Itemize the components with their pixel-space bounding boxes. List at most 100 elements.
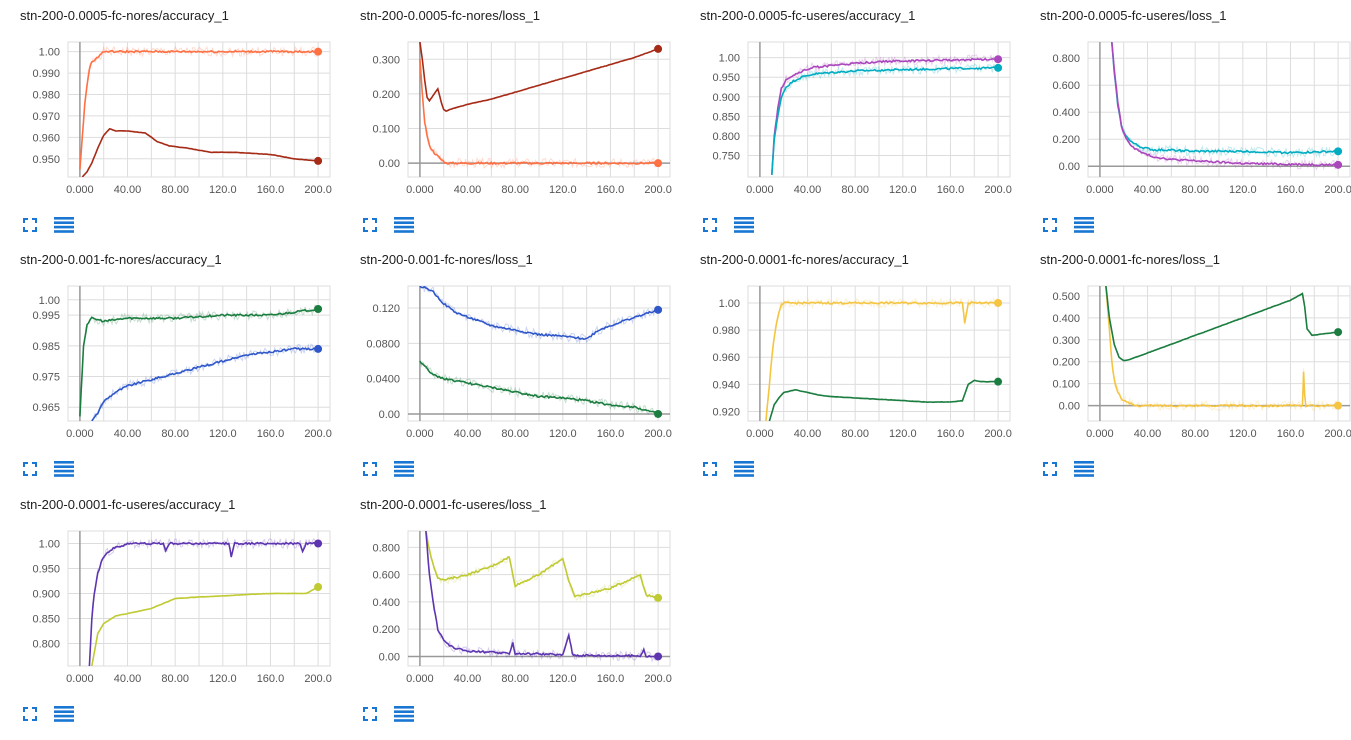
series-end-point — [654, 593, 663, 602]
fullscreen-button[interactable] — [700, 461, 720, 480]
series-line — [79, 308, 319, 417]
line-chart[interactable]: 0.920 0.940 0.960 0.980 1.00 0.000 40.00 80.00 1… — [700, 274, 1020, 449]
x-tick-label: 80.00 — [161, 428, 189, 440]
y-tick-label: 0.900 — [32, 589, 60, 601]
x-tick-label: 160.0 — [597, 184, 625, 196]
plot-frame — [67, 530, 331, 667]
series-raw-line — [91, 586, 319, 666]
x-tick-label: 80.00 — [841, 428, 869, 440]
fullscreen-button[interactable] — [700, 217, 720, 237]
x-tick-label: 80.00 — [1181, 428, 1209, 440]
line-chart[interactable]: 0.00 0.100 0.200 0.300 0.400 0.500 0.000 40.00 8… — [1040, 274, 1351, 449]
series-end-point — [654, 159, 663, 168]
x-tick-label: 160.0 — [597, 428, 625, 440]
series-raw-line — [425, 531, 659, 663]
x-tick-label: 80.00 — [501, 428, 529, 440]
series-group — [1105, 286, 1339, 412]
fullscreen-button[interactable] — [1040, 461, 1060, 480]
series-end-point — [994, 63, 1003, 72]
x-tick-label: 120.0 — [889, 184, 917, 196]
fullscreen-icon — [23, 706, 37, 726]
y-tick-label: 0.300 — [372, 54, 400, 66]
show-data-button[interactable] — [54, 705, 74, 725]
y-tick-label: 0.0400 — [366, 374, 400, 386]
line-chart[interactable]: 0.800 0.850 0.900 0.950 1.00 0.000 40.00 80.00 1… — [20, 519, 340, 694]
show-data-button[interactable] — [54, 216, 74, 236]
x-tick-label: 160.0 — [257, 428, 285, 440]
x-tick-label: 40.00 — [114, 184, 142, 196]
show-data-button[interactable] — [394, 460, 414, 480]
line-chart[interactable]: 0.950 0.960 0.970 0.980 0.990 1.00 0.000 40.00 8… — [20, 30, 340, 205]
y-tick-label: 0.00 — [1059, 401, 1080, 413]
x-tick-label: 200.0 — [1324, 428, 1351, 440]
x-tick-label: 0.000 — [406, 673, 434, 685]
chart-card: stn-200-0.0005-fc-useres/accuracy_1 0.750… — [700, 8, 1020, 243]
fullscreen-button[interactable] — [360, 706, 380, 725]
chart-card: stn-200-0.0001-fc-useres/loss_1 0.00 0.200… — [360, 497, 680, 732]
x-tick-label: 0.000 — [66, 184, 94, 196]
show-data-button[interactable] — [54, 460, 74, 480]
x-tick-label: 120.0 — [1229, 428, 1257, 440]
series-line — [765, 300, 999, 421]
y-tick-label: 0.200 — [372, 624, 400, 636]
line-chart[interactable]: 0.00 0.200 0.400 0.600 0.800 0.000 40.00 80.00 1… — [1040, 30, 1351, 205]
series-end-point — [1334, 160, 1343, 169]
line-chart[interactable]: 0.00 0.100 0.200 0.300 0.000 40.00 80.00 120.0 1… — [360, 30, 680, 205]
fullscreen-button[interactable] — [20, 706, 40, 726]
chart-card: stn-200-0.0005-fc-nores/accuracy_1 0.950 0… — [20, 8, 340, 243]
series-line — [1105, 286, 1339, 362]
y-tick-label: 0.960 — [712, 352, 740, 364]
fullscreen-button[interactable] — [20, 461, 40, 480]
x-tick-label: 40.00 — [794, 428, 822, 440]
line-chart[interactable]: 0.750 0.800 0.850 0.900 0.950 1.00 0.000 40.00 8… — [700, 30, 1020, 205]
fullscreen-button[interactable] — [360, 461, 380, 480]
line-chart[interactable]: 0.00 0.0400 0.0800 0.120 0.000 40.00 80.00 120.… — [360, 274, 680, 449]
chart-card: stn-200-0.0005-fc-useres/loss_1 0.00 0.200… — [1040, 8, 1351, 243]
series-end-point — [314, 305, 323, 314]
show-data-button[interactable] — [394, 216, 414, 236]
y-tick-label: 0.800 — [1052, 53, 1080, 65]
x-tick-label: 40.00 — [114, 428, 142, 440]
series-line — [768, 379, 999, 421]
fullscreen-icon — [1043, 217, 1057, 237]
series-line — [425, 531, 659, 658]
y-tick-label: 0.980 — [32, 90, 60, 102]
line-chart[interactable]: 0.00 0.200 0.400 0.600 0.800 0.000 40.00 80.00 1… — [360, 519, 680, 694]
x-tick-label: 80.00 — [161, 673, 189, 685]
series-raw-line — [771, 54, 999, 176]
fullscreen-button[interactable] — [20, 217, 40, 236]
x-tick-label: 200.0 — [984, 428, 1012, 440]
series-group — [419, 286, 659, 419]
series-raw-line — [91, 343, 319, 421]
x-tick-label: 120.0 — [209, 428, 237, 440]
fullscreen-button[interactable] — [360, 217, 380, 237]
y-tick-label: 0.200 — [372, 89, 400, 101]
series-end-point — [314, 156, 323, 165]
y-tick-label: 0.00 — [379, 651, 400, 663]
series-end-point — [314, 583, 323, 591]
x-tick-label: 40.00 — [1134, 184, 1162, 196]
y-tick-label: 0.950 — [712, 72, 740, 84]
series-line — [88, 541, 319, 666]
table-icon — [734, 216, 754, 238]
chart-title: stn-200-0.001-fc-nores/loss_1 — [360, 252, 533, 267]
show-data-button[interactable] — [1074, 216, 1094, 236]
x-tick-label: 200.0 — [304, 428, 332, 440]
show-data-button[interactable] — [734, 216, 754, 238]
y-tick-label: 0.970 — [32, 111, 60, 123]
table-icon — [1074, 460, 1094, 482]
show-data-button[interactable] — [394, 705, 414, 725]
x-tick-label: 160.0 — [937, 428, 965, 440]
fullscreen-icon — [363, 217, 377, 237]
show-data-button[interactable] — [734, 460, 754, 480]
show-data-button[interactable] — [1074, 460, 1094, 482]
x-tick-label: 40.00 — [454, 428, 482, 440]
fullscreen-icon — [703, 217, 717, 237]
fullscreen-button[interactable] — [1040, 217, 1060, 237]
line-chart[interactable]: 0.965 0.975 0.985 0.995 1.00 0.000 40.00 80.00 1… — [20, 274, 340, 449]
series-group — [88, 537, 319, 666]
x-tick-label: 0.000 — [66, 673, 94, 685]
y-tick-label: 0.850 — [32, 614, 60, 626]
series-line — [425, 531, 659, 599]
y-tick-label: 0.400 — [1052, 107, 1080, 119]
